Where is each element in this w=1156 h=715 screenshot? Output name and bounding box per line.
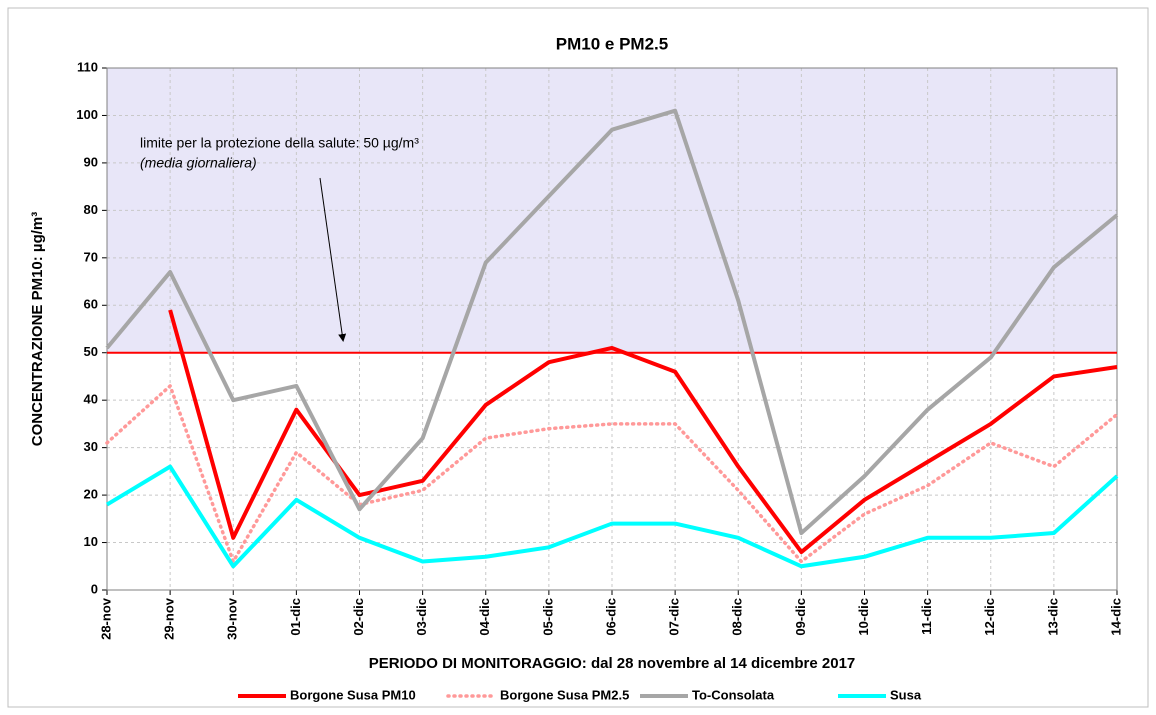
legend-label: Susa bbox=[890, 687, 922, 702]
x-tick-label: 06-dic bbox=[603, 598, 618, 636]
y-tick-label: 80 bbox=[84, 202, 98, 217]
y-tick-label: 100 bbox=[76, 107, 98, 122]
y-tick-label: 30 bbox=[84, 439, 98, 454]
legend-label: Borgone Susa PM2.5 bbox=[500, 687, 629, 702]
legend-label: To-Consolata bbox=[692, 687, 775, 702]
x-tick-label: 07-dic bbox=[667, 598, 682, 636]
x-tick-label: 11-dic bbox=[919, 598, 934, 635]
x-tick-label: 30-nov bbox=[225, 597, 240, 640]
y-tick-label: 20 bbox=[84, 487, 98, 502]
annotation: limite per la protezione della salute: 5… bbox=[140, 135, 419, 151]
x-tick-label: 03-dic bbox=[414, 598, 429, 636]
chart-title: PM10 e PM2.5 bbox=[556, 34, 668, 53]
x-tick-label: 28-nov bbox=[98, 597, 113, 640]
series-line bbox=[105, 464, 1119, 569]
y-tick-label: 60 bbox=[84, 297, 98, 312]
x-tick-label: 10-dic bbox=[856, 598, 871, 636]
annotation-arrow bbox=[319, 177, 347, 342]
y-tick-label: 10 bbox=[84, 534, 98, 549]
series-line bbox=[105, 108, 1119, 536]
x-tick-label: 01-dic bbox=[288, 598, 303, 636]
x-tick-label: 13-dic bbox=[1045, 598, 1060, 636]
y-tick-label: 90 bbox=[84, 154, 98, 169]
series-line bbox=[168, 309, 1118, 555]
x-tick-label: 09-dic bbox=[793, 598, 808, 636]
x-tick-label: 04-dic bbox=[477, 598, 492, 636]
x-tick-label: 08-dic bbox=[730, 598, 745, 636]
annotation-note: (media giornaliera) bbox=[140, 155, 257, 171]
plot-border bbox=[106, 67, 1118, 591]
x-tick-label: 05-dic bbox=[540, 598, 555, 636]
x-tick-label: 12-dic bbox=[982, 598, 997, 636]
x-tick-label: 29-nov bbox=[162, 597, 177, 640]
x-axis-title: PERIODO DI MONITORAGGIO: dal 28 novembre… bbox=[369, 655, 856, 672]
x-tick-label: 02-dic bbox=[351, 598, 366, 636]
y-tick-label: 110 bbox=[77, 59, 98, 74]
y-axis-title: CONCENTRAZIONE PM10: µg/m³ bbox=[29, 212, 46, 447]
y-tick-label: 40 bbox=[84, 392, 98, 407]
x-tick-label: 14-dic bbox=[1108, 598, 1123, 636]
series-line bbox=[105, 384, 1119, 564]
y-tick-label: 50 bbox=[84, 344, 98, 359]
legend-label: Borgone Susa PM10 bbox=[290, 687, 416, 702]
y-tick-label: 70 bbox=[84, 249, 98, 264]
y-tick-label: 0 bbox=[91, 581, 98, 596]
